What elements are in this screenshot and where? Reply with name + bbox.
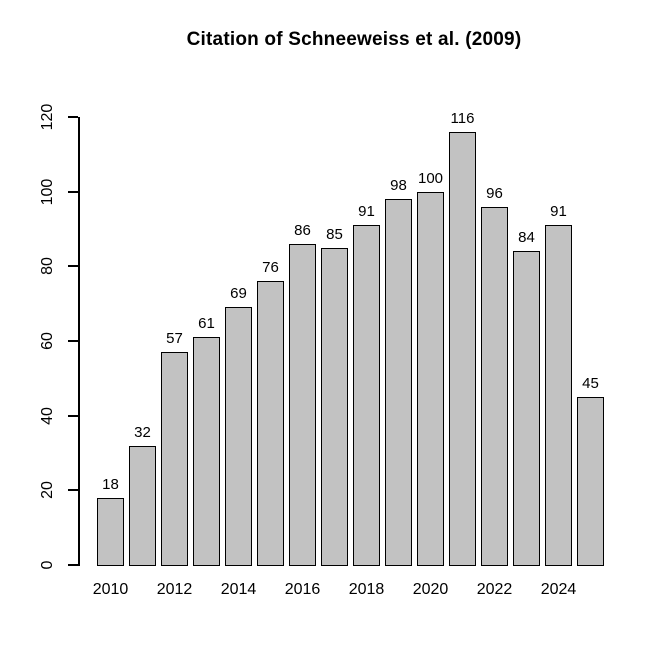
bar-value-label: 45 [582, 375, 599, 392]
bar-value-label: 91 [358, 203, 375, 220]
bar-value-label: 96 [486, 185, 503, 202]
x-tick-label: 2010 [92, 581, 129, 598]
x-tick-label: 2014 [220, 581, 257, 598]
bar-value-label: 18 [102, 476, 119, 493]
bar-value-label: 69 [230, 285, 247, 302]
y-tick-label: 0 [39, 560, 56, 570]
bar [97, 498, 124, 566]
bar-value-label: 76 [262, 259, 279, 276]
y-axis-tick [68, 265, 78, 268]
y-axis-tick [68, 489, 78, 492]
bar [289, 244, 316, 566]
x-tick-label: 2024 [540, 581, 577, 598]
bar [481, 207, 508, 566]
bar-value-label: 84 [518, 229, 535, 246]
y-axis-tick [68, 116, 78, 118]
bar [513, 251, 540, 566]
bar-value-label: 61 [198, 315, 215, 332]
bar-value-label: 85 [326, 226, 343, 243]
bar-value-label: 86 [294, 222, 311, 239]
bar [161, 352, 188, 566]
x-tick-label: 2022 [476, 581, 513, 598]
x-tick-label: 2018 [348, 581, 385, 598]
bar-value-label: 116 [450, 110, 475, 127]
bar [193, 337, 220, 566]
y-tick-label: 100 [39, 178, 56, 206]
bar [321, 248, 348, 566]
y-axis-tick [68, 190, 78, 193]
bar [129, 446, 156, 566]
bar [257, 281, 284, 566]
x-tick-label: 2020 [412, 581, 449, 598]
bar [417, 192, 444, 566]
bar [385, 199, 412, 566]
x-tick-label: 2012 [156, 581, 193, 598]
bar-value-label: 98 [390, 177, 407, 194]
bar-value-label: 57 [166, 330, 183, 347]
bar [449, 132, 476, 566]
bar [545, 225, 572, 566]
y-tick-label: 40 [39, 406, 56, 425]
bar [353, 225, 380, 566]
y-axis-tick [68, 564, 78, 566]
y-axis-tick [68, 414, 78, 417]
bar-value-label: 32 [134, 424, 151, 441]
y-axis-tick [68, 340, 78, 342]
chart-title: Citation of Schneeweiss et al. (2009) [186, 29, 522, 50]
y-tick-label: 60 [39, 332, 56, 350]
y-tick-label: 120 [39, 103, 56, 131]
y-tick-label: 20 [39, 481, 56, 500]
x-tick-label: 2016 [284, 581, 321, 598]
bar-value-label: 100 [417, 170, 444, 187]
y-axis-line [78, 117, 80, 566]
bar [577, 397, 604, 566]
bar-value-label: 91 [550, 203, 567, 220]
y-tick-label: 80 [39, 257, 56, 276]
bar [225, 307, 252, 566]
